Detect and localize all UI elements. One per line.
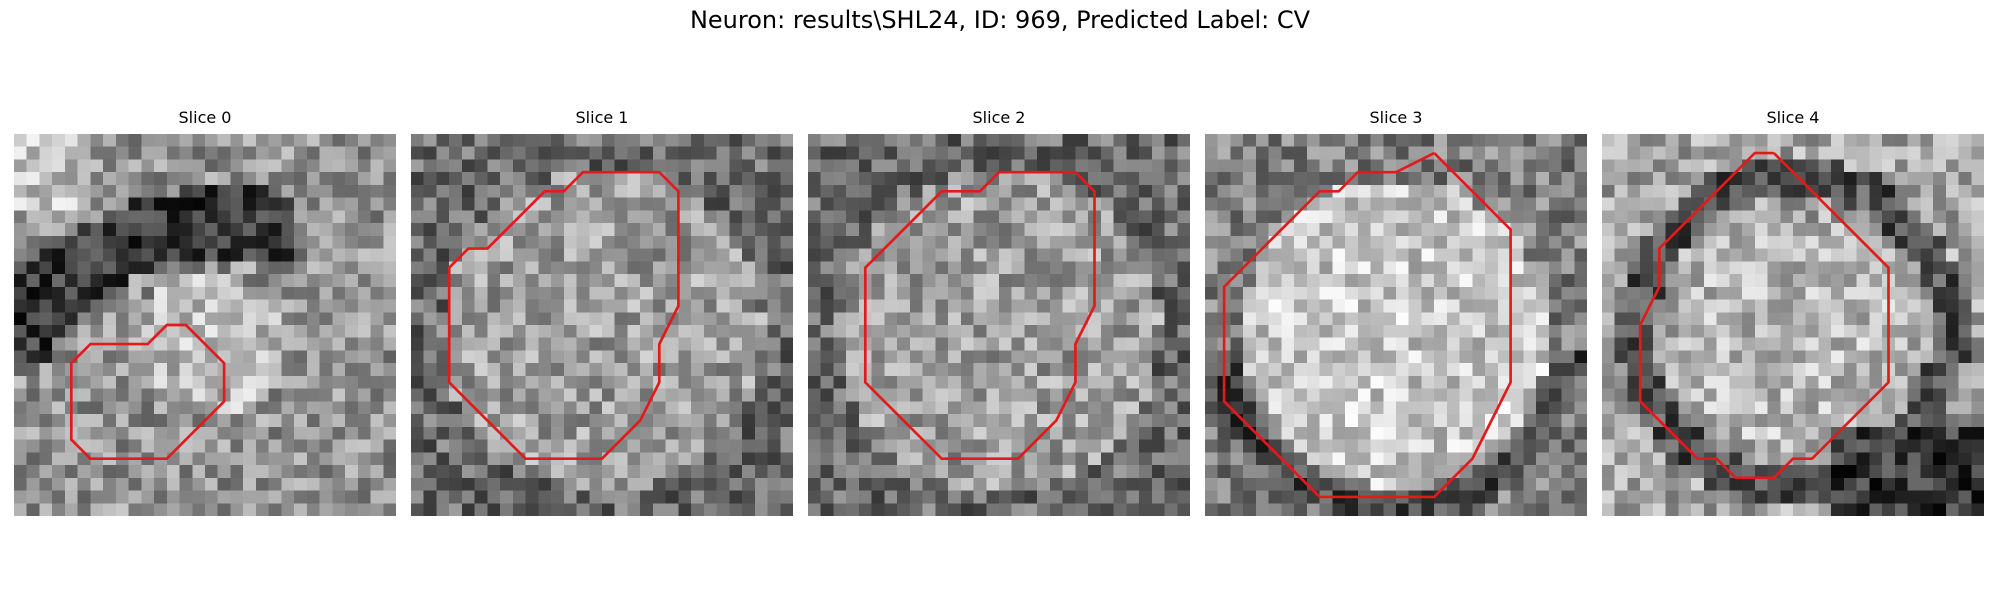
slice-title: Slice 4: [1766, 108, 1820, 127]
slice-title: Slice 2: [972, 108, 1026, 127]
segmentation-contour: [1638, 151, 1890, 480]
slice-image: [808, 134, 1190, 516]
slice-image: [1205, 134, 1587, 516]
slice-image: [14, 134, 396, 516]
slice-title: Slice 1: [575, 108, 629, 127]
slice-title: Slice 0: [178, 108, 232, 127]
segmentation-contour: [863, 170, 1096, 461]
slice-image: [1602, 134, 1984, 516]
slice-image: [411, 134, 793, 516]
segmentation-contour: [69, 323, 226, 461]
segmentation-contour: [447, 170, 680, 461]
segmentation-contour: [1222, 151, 1512, 499]
figure-title: Neuron: results\SHL24, ID: 969, Predicte…: [689, 6, 1311, 34]
slice-title: Slice 3: [1369, 108, 1423, 127]
